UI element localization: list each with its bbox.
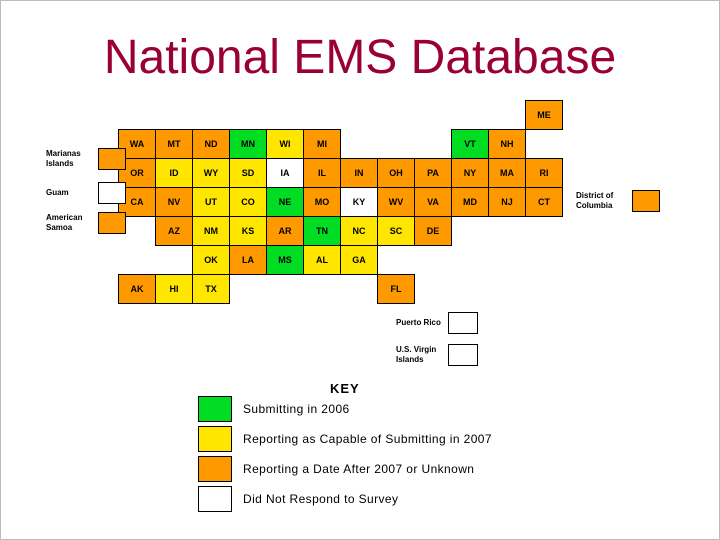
state-tile-me: ME <box>525 100 563 130</box>
state-tile-la: LA <box>229 245 267 275</box>
state-tile-sd: SD <box>229 158 267 188</box>
territory-dc: District of Columbia <box>576 190 660 212</box>
state-tile-az: AZ <box>155 216 193 246</box>
state-tile-nj: NJ <box>488 187 526 217</box>
state-tile-mn: MN <box>229 129 267 159</box>
state-tile-wv: WV <box>377 187 415 217</box>
legend-swatch-yellow <box>198 426 232 452</box>
state-tile-mo: MO <box>303 187 341 217</box>
slide-title: National EMS Database <box>103 31 617 84</box>
state-tile-wi: WI <box>266 129 304 159</box>
territory-usvi-box <box>448 344 478 366</box>
territory-guam-box <box>98 182 126 204</box>
territory-marianas-box <box>98 148 126 170</box>
legend-row-no-response: Did Not Respond to Survey <box>198 486 398 512</box>
state-tile-ok: OK <box>192 245 230 275</box>
legend-swatch-orange <box>198 456 232 482</box>
state-tile-ut: UT <box>192 187 230 217</box>
state-tile-mi: MI <box>303 129 341 159</box>
legend-label: Reporting a Date After 2007 or Unknown <box>243 462 475 476</box>
state-tile-oh: OH <box>377 158 415 188</box>
legend-label: Submitting in 2006 <box>243 402 350 416</box>
state-tile-tn: TN <box>303 216 341 246</box>
territory-usvi: U.S. Virgin Islands <box>396 344 478 366</box>
legend-swatch-green <box>198 396 232 422</box>
territory-american-samoa-box <box>98 212 126 234</box>
territory-puerto-rico-label: Puerto Rico <box>396 318 441 328</box>
state-tile-al: AL <box>303 245 341 275</box>
legend-row-after-2007: Reporting a Date After 2007 or Unknown <box>198 456 474 482</box>
territory-american-samoa-label: American Samoa <box>46 213 83 232</box>
state-tile-ar: AR <box>266 216 304 246</box>
state-tile-ne: NE <box>266 187 304 217</box>
state-tile-va: VA <box>414 187 452 217</box>
state-tile-ms: MS <box>266 245 304 275</box>
us-tile-map: ME WA MT ND MN WI MI VT NH OR ID WY SD IA IL IN OH PA NY MA… <box>118 100 564 305</box>
state-tile-pa: PA <box>414 158 452 188</box>
state-tile-nh: NH <box>488 129 526 159</box>
territory-marianas-label: Marianas Islands <box>46 149 81 168</box>
territory-american-samoa: American Samoa <box>46 212 126 234</box>
territory-guam-label: Guam <box>46 188 69 198</box>
territory-dc-box <box>632 190 660 212</box>
territory-guam: Guam <box>46 182 126 204</box>
state-tile-ny: NY <box>451 158 489 188</box>
state-tile-nm: NM <box>192 216 230 246</box>
state-tile-tx: TX <box>192 274 230 304</box>
territory-puerto-rico: Puerto Rico <box>396 312 478 334</box>
state-tile-hi: HI <box>155 274 193 304</box>
territory-usvi-label: U.S. Virgin Islands <box>396 345 437 364</box>
state-tile-fl: FL <box>377 274 415 304</box>
state-tile-wy: WY <box>192 158 230 188</box>
legend-label: Did Not Respond to Survey <box>243 492 399 506</box>
legend-label: Reporting as Capable of Submitting in 20… <box>243 432 492 446</box>
state-tile-ak: AK <box>118 274 156 304</box>
state-tile-ks: KS <box>229 216 267 246</box>
state-tile-ga: GA <box>340 245 378 275</box>
legend-row-capable-2007: Reporting as Capable of Submitting in 20… <box>198 426 492 452</box>
state-tile-sc: SC <box>377 216 415 246</box>
state-tile-mt: MT <box>155 129 193 159</box>
state-tile-vt: VT <box>451 129 489 159</box>
state-tile-co: CO <box>229 187 267 217</box>
state-tile-nd: ND <box>192 129 230 159</box>
state-tile-nv: NV <box>155 187 193 217</box>
legend-row-submitting-2006: Submitting in 2006 <box>198 396 350 422</box>
state-tile-ri: RI <box>525 158 563 188</box>
state-tile-ma: MA <box>488 158 526 188</box>
state-tile-ky: KY <box>340 187 378 217</box>
state-tile-md: MD <box>451 187 489 217</box>
state-tile-il: IL <box>303 158 341 188</box>
state-tile-nc: NC <box>340 216 378 246</box>
state-tile-ct: CT <box>525 187 563 217</box>
state-tile-ia: IA <box>266 158 304 188</box>
territory-puerto-rico-box <box>448 312 478 334</box>
state-tile-de: DE <box>414 216 452 246</box>
legend-heading: KEY <box>330 381 360 396</box>
territory-marianas: Marianas Islands <box>46 148 126 170</box>
legend-swatch-white <box>198 486 232 512</box>
state-tile-in: IN <box>340 158 378 188</box>
state-tile-id: ID <box>155 158 193 188</box>
territory-dc-label: District of Columbia <box>576 191 614 210</box>
